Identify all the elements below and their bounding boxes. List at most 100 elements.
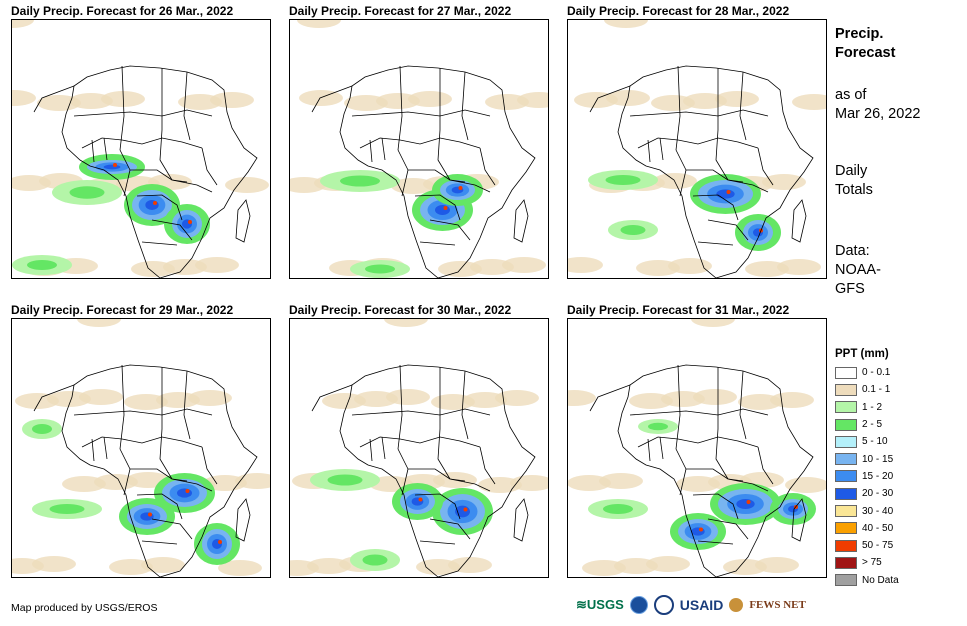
rain-zones: [392, 483, 493, 535]
map-panel-1: Daily Precip. Forecast for 26 Mar., 2022: [11, 4, 271, 279]
usgs-logo: ≋USGS: [576, 597, 624, 612]
africa-outline: [339, 364, 536, 577]
legend-swatch: [835, 574, 857, 587]
legend-swatch: [835, 453, 857, 466]
rain-zones: [670, 483, 816, 550]
iberia-outline: [33, 85, 75, 113]
iberia-outline: [311, 85, 353, 113]
country-borders: [33, 364, 258, 577]
panel-title: Daily Precip. Forecast for 30 Mar., 2022: [289, 303, 512, 317]
legend-label: 5 - 10: [862, 436, 888, 448]
precip-map: [11, 318, 271, 578]
as-of-date: Mar 26, 2022: [835, 106, 921, 122]
iberia-outline: [589, 85, 631, 113]
legend-item: 0.1 - 1: [835, 381, 899, 398]
legend-label: 0.1 - 1: [862, 384, 891, 396]
legend-label: 30 - 40: [862, 505, 894, 517]
legend-item: 2 - 5: [835, 416, 899, 433]
ocean-pattern: [290, 20, 548, 278]
legend-item: No Data: [835, 572, 899, 589]
africa-outline: [617, 364, 814, 577]
as-of-info: as of Mar 26, 2022: [835, 86, 920, 124]
country-borders: [33, 65, 258, 278]
iberia-outline: [33, 384, 75, 412]
legend-swatch: [835, 401, 857, 414]
rain-zones: [690, 174, 781, 251]
legend-swatch: [835, 470, 857, 483]
legend-swatch: [835, 556, 857, 569]
legend-item: 5 - 10: [835, 433, 899, 450]
map-panel-3: Daily Precip. Forecast for 28 Mar., 2022: [567, 4, 827, 279]
logos: ≋USGS USAID FEWS NET: [576, 595, 806, 615]
madagascar-outline: [513, 199, 529, 243]
legend-swatch: [835, 383, 857, 396]
panel-title: Daily Precip. Forecast for 29 Mar., 2022: [11, 303, 234, 317]
precip-map: [11, 19, 271, 279]
madagascar-outline: [235, 498, 251, 542]
precip-map: [567, 19, 827, 279]
legend-swatch: [835, 539, 857, 552]
ocean-pattern: [568, 319, 826, 576]
fews-net-logo: FEWS NET: [749, 599, 806, 611]
ocean-pattern: [12, 319, 270, 576]
rain-zones: [119, 473, 240, 565]
map-credit: Map produced by USGS/EROS: [11, 602, 158, 614]
africa-outline: [61, 65, 258, 278]
fews-globe-icon: [729, 598, 744, 612]
country-borders: [589, 364, 814, 577]
totals-label: Totals: [835, 182, 873, 198]
panel-title: Daily Precip. Forecast for 28 Mar., 2022: [567, 4, 790, 18]
legend-label: No Data: [862, 574, 899, 586]
info-heading-1: Precip.: [835, 26, 884, 42]
map-panel-2: Daily Precip. Forecast for 27 Mar., 2022: [289, 4, 549, 279]
data-source-1: NOAA-: [835, 262, 881, 278]
data-source-info: Data: NOAA- GFS: [835, 242, 881, 299]
country-borders: [311, 364, 536, 577]
legend-title: PPT (mm): [835, 348, 889, 360]
iberia-outline: [311, 384, 353, 412]
legend-label: > 75: [862, 557, 882, 569]
madagascar-outline: [791, 199, 807, 243]
madagascar-outline: [791, 498, 807, 542]
legend-swatch: [835, 522, 857, 535]
africa-outline: [617, 65, 814, 278]
legend-label: 15 - 20: [862, 470, 894, 482]
daily-totals-info: Daily Totals: [835, 162, 873, 200]
country-borders: [311, 65, 536, 278]
usaid-seal-icon: [653, 595, 674, 615]
precip-map: [289, 19, 549, 279]
legend-item: 40 - 50: [835, 520, 899, 537]
daily-label: Daily: [835, 163, 868, 179]
legend-item: 50 - 75: [835, 537, 899, 554]
ocean-pattern: [290, 319, 548, 576]
rain-zones: [79, 154, 210, 244]
legend-item: > 75: [835, 554, 899, 571]
legend-label: 0 - 0.1: [862, 367, 891, 379]
precip-map: [289, 318, 549, 578]
map-panel-6: Daily Precip. Forecast for 31 Mar., 2022: [567, 303, 827, 578]
info-heading-2: Forecast: [835, 45, 896, 61]
ocean-pattern: [568, 20, 826, 277]
africa-outline: [61, 364, 258, 577]
legend-item: 1 - 2: [835, 399, 899, 416]
panel-title: Daily Precip. Forecast for 27 Mar., 2022: [289, 4, 512, 18]
legend-swatch: [835, 418, 857, 431]
as-of-label: as of: [835, 87, 867, 103]
legend-label: 10 - 15: [862, 453, 894, 465]
map-panel-5: Daily Precip. Forecast for 30 Mar., 2022: [289, 303, 549, 578]
panel-title: Daily Precip. Forecast for 31 Mar., 2022: [567, 303, 790, 317]
iberia-outline: [589, 384, 631, 412]
legend-item: 30 - 40: [835, 502, 899, 519]
legend-swatch: [835, 435, 857, 448]
madagascar-outline: [235, 199, 251, 243]
legend-item: 15 - 20: [835, 468, 899, 485]
usaid-logo: USAID: [679, 597, 724, 613]
ocean-pattern: [12, 20, 269, 277]
forecast-info: Precip. Forecast: [835, 25, 895, 63]
precip-map: [567, 318, 827, 578]
legend-swatch: [835, 505, 857, 518]
noaa-logo: [629, 596, 648, 614]
legend-item: 10 - 15: [835, 450, 899, 467]
madagascar-outline: [513, 498, 529, 542]
legend-label: 50 - 75: [862, 540, 894, 552]
